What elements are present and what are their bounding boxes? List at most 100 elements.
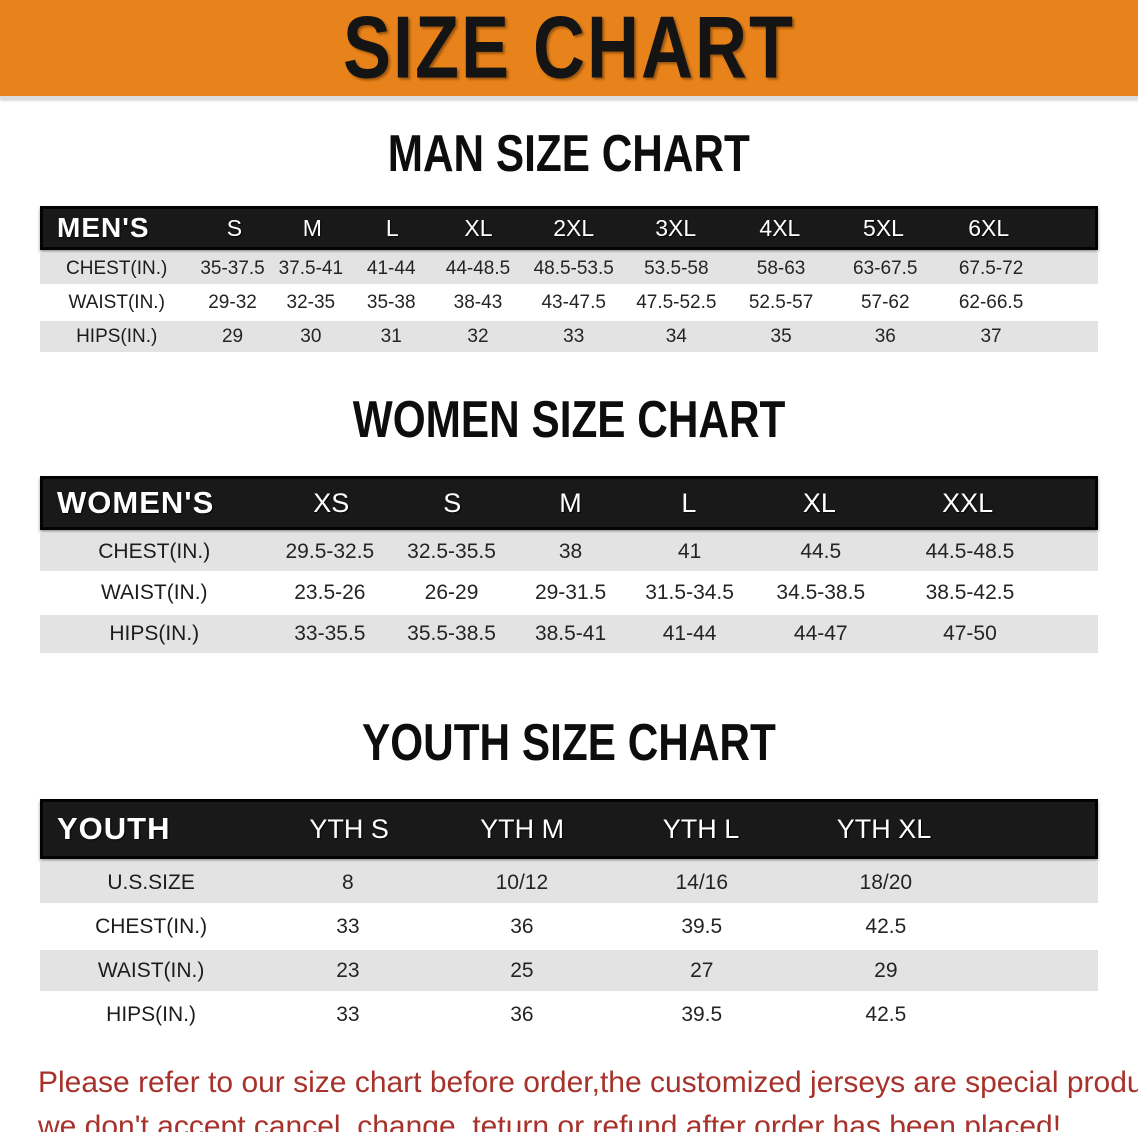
size-cell: 26-29 bbox=[424, 581, 479, 604]
size-cell: 33-35.5 bbox=[294, 622, 366, 645]
size-cell: 38-43 bbox=[453, 291, 503, 313]
size-cell: 32 bbox=[467, 325, 489, 347]
size-cell: 48.5-53.5 bbox=[533, 257, 614, 279]
size-cell: 44.5 bbox=[800, 540, 842, 563]
size-cell: 44-47 bbox=[793, 622, 848, 645]
size-column-header: XS bbox=[313, 487, 350, 518]
size-cell: 29.5-32.5 bbox=[285, 540, 375, 563]
size-chart-banner: SIZE CHART bbox=[0, 0, 1138, 99]
size-cell: 14/16 bbox=[675, 870, 729, 894]
row-label: WAIST(IN.) bbox=[100, 581, 208, 604]
disclaimer-text: Please refer to our size chart before or… bbox=[38, 1061, 1138, 1132]
size-cell: 32.5-35.5 bbox=[407, 540, 496, 563]
size-cell: 57-62 bbox=[860, 291, 910, 313]
size-cell: 33 bbox=[563, 325, 585, 347]
men-section-heading-text: MAN SIZE CHART bbox=[387, 123, 751, 183]
size-column-header: 4XL bbox=[759, 214, 801, 241]
size-column-header: S bbox=[226, 214, 243, 241]
size-cell: 29 bbox=[874, 958, 898, 982]
size-column-header: YTH M bbox=[480, 813, 565, 844]
women-section-heading-text: WOMEN SIZE CHART bbox=[352, 389, 786, 449]
size-cell: 25 bbox=[510, 958, 534, 982]
size-cell: 35.5-38.5 bbox=[407, 622, 496, 645]
size-cell: 8 bbox=[342, 870, 354, 894]
size-cell: 41 bbox=[677, 540, 702, 563]
size-cell: 38 bbox=[558, 540, 583, 563]
table-row: CHEST(IN.) 29.5-32.5 32.5-35.5 38 41 44.5 44.5… bbox=[40, 533, 1098, 571]
size-column-header: YTH S bbox=[309, 813, 389, 844]
row-label: CHEST(IN.) bbox=[95, 914, 208, 938]
size-cell: 44.5-48.5 bbox=[925, 540, 1015, 563]
size-cell: 29-31.5 bbox=[534, 581, 607, 604]
size-cell: 43-47.5 bbox=[541, 291, 606, 313]
size-cell: 35-37.5 bbox=[200, 257, 265, 279]
row-label: CHEST(IN.) bbox=[66, 257, 168, 279]
size-cell: 39.5 bbox=[681, 1002, 723, 1026]
table-header-row: MEN'S S M L XL 2XL 3XL 4XL 5XL 6XL bbox=[40, 206, 1098, 250]
men-section-heading: MAN SIZE CHART bbox=[0, 123, 1138, 183]
size-cell: 23 bbox=[336, 958, 360, 982]
size-cell: 53.5-58 bbox=[644, 257, 709, 279]
size-cell: 63-67.5 bbox=[853, 257, 918, 279]
size-cell: 27 bbox=[690, 958, 714, 982]
table-row: WAIST(IN.) 29-32 32-35 35-38 38-43 43-47.5 47.… bbox=[40, 287, 1098, 318]
table-header-row: YOUTH YTH S YTH M YTH L YTH XL bbox=[40, 799, 1098, 859]
table-header-row: WOMEN'S XS S M L XL XXL bbox=[40, 476, 1098, 530]
size-cell: 35 bbox=[770, 325, 792, 347]
size-column-header: XL bbox=[464, 214, 493, 241]
size-cell: 29 bbox=[221, 325, 244, 347]
size-cell: 58-63 bbox=[756, 257, 806, 279]
size-column-header: M bbox=[302, 214, 322, 241]
women-section-heading: WOMEN SIZE CHART bbox=[0, 389, 1138, 449]
table-body: CHEST(IN.) 35-37.5 37.5-41 41-44 44-48.5 48.5… bbox=[40, 253, 1098, 352]
youth-size-section: YOUTH SIZE CHART YOUTH YTH S YTH M YTH L YTH… bbox=[0, 713, 1138, 1035]
disclaimer-line-1: Please refer to our size chart before or… bbox=[38, 1066, 1138, 1099]
row-label: WAIST(IN.) bbox=[68, 291, 165, 313]
size-cell: 34.5-38.5 bbox=[776, 581, 866, 604]
size-cell: 32-35 bbox=[286, 291, 336, 313]
size-cell: 31.5-34.5 bbox=[645, 581, 734, 604]
table-header-label: YOUTH bbox=[57, 811, 171, 846]
size-column-header: 6XL bbox=[968, 214, 1010, 241]
youth-section-heading: YOUTH SIZE CHART bbox=[0, 713, 1138, 771]
size-cell: 47.5-52.5 bbox=[636, 291, 717, 313]
size-cell: 29-32 bbox=[208, 291, 257, 313]
size-column-header: 2XL bbox=[553, 214, 595, 241]
size-cell: 34 bbox=[665, 325, 687, 347]
men-size-section: MAN SIZE CHART MEN'S S M L XL 2XL 3XL 4XL 5XL 6XL… bbox=[0, 123, 1138, 352]
table-row: HIPS(IN.) 33-35.5 35.5-38.5 38.5-41 41-44 44-… bbox=[40, 615, 1098, 653]
size-cell: 41-44 bbox=[366, 257, 416, 279]
size-column-header: M bbox=[559, 487, 582, 518]
size-cell: 37 bbox=[980, 325, 1002, 347]
size-column-header: 3XL bbox=[655, 214, 697, 241]
size-cell: 42.5 bbox=[865, 914, 907, 938]
size-cell: 41-44 bbox=[662, 622, 717, 645]
size-column-header: YTH L bbox=[662, 813, 740, 844]
size-cell: 47-50 bbox=[943, 622, 997, 645]
row-label: CHEST(IN.) bbox=[98, 540, 211, 563]
size-cell: 38.5-41 bbox=[534, 622, 607, 645]
banner-title: SIZE CHART bbox=[343, 0, 795, 97]
size-column-header: S bbox=[443, 487, 462, 518]
size-cell: 18/20 bbox=[859, 870, 913, 894]
size-cell: 30 bbox=[300, 325, 322, 347]
row-label: HIPS(IN.) bbox=[109, 622, 200, 645]
women-size-table: WOMEN'S XS S M L XL XXL CHEST(IN.) 29.5-32.5 32.5… bbox=[40, 476, 1098, 653]
men-size-table: MEN'S S M L XL 2XL 3XL 4XL 5XL 6XL CHEST(IN.) 35-37… bbox=[40, 206, 1098, 352]
table-row: HIPS(IN.) 29 30 31 32 33 34 35 36 37 bbox=[40, 321, 1098, 352]
size-cell: 52.5-57 bbox=[748, 291, 814, 313]
size-column-header: L bbox=[681, 487, 697, 518]
size-column-header: L bbox=[385, 214, 399, 241]
women-size-section: WOMEN SIZE CHART WOMEN'S XS S M L XL XXL CHEST(… bbox=[0, 389, 1138, 653]
size-cell: 38.5-42.5 bbox=[925, 581, 1015, 604]
row-label: HIPS(IN.) bbox=[106, 1002, 196, 1026]
size-cell: 35-38 bbox=[366, 291, 416, 313]
size-column-header: XL bbox=[802, 487, 836, 518]
size-cell: 44-48.5 bbox=[445, 257, 511, 279]
table-body: CHEST(IN.) 29.5-32.5 32.5-35.5 38 41 44.5 44.5… bbox=[40, 533, 1098, 653]
size-cell: 67.5-72 bbox=[958, 257, 1024, 279]
size-cell: 36 bbox=[510, 1002, 534, 1026]
size-cell: 36 bbox=[510, 914, 534, 938]
table-header-label: WOMEN'S bbox=[57, 485, 215, 520]
size-cell: 31 bbox=[380, 325, 402, 347]
